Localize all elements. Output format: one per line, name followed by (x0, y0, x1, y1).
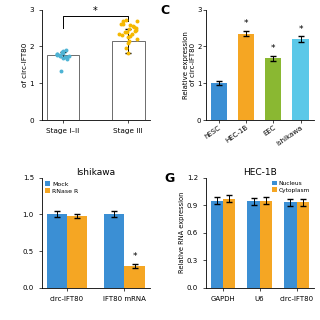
Bar (124, 266, 145, 288)
Y-axis label: Relative RNA expression: Relative RNA expression (180, 192, 185, 274)
Point (129, 31, 134, 36)
Point (120, 33, 125, 38)
Point (55, 52, 60, 57)
Point (132, 28, 138, 34)
Bar (46, 54, 79, 120)
Legend: Mock, RNase R: Mock, RNase R (45, 181, 79, 194)
Bar (265, 58, 281, 120)
Point (55, 51, 60, 56)
Point (60, 48, 65, 53)
Point (123, 46, 128, 51)
Point (60, 51, 65, 56)
Point (60, 49, 65, 54)
Text: *: * (298, 25, 303, 34)
Point (120, 21, 125, 26)
Y-axis label: of circ-IFT80: of circ-IFT80 (22, 43, 28, 87)
Point (57, 54, 62, 59)
Text: *: * (271, 44, 276, 53)
Title: HEC-1B: HEC-1B (243, 168, 276, 177)
Bar (67, 216, 87, 288)
Point (125, 29, 130, 34)
Bar (46, 214, 67, 288)
Bar (211, 201, 223, 288)
Point (134, 27, 139, 32)
Point (131, 24, 136, 29)
Text: *: * (93, 6, 98, 16)
Point (59, 68, 64, 74)
Point (64, 57, 69, 62)
Point (125, 35, 130, 40)
Point (134, 36, 139, 42)
Bar (292, 39, 309, 120)
Point (116, 31, 122, 36)
Text: *: * (132, 252, 137, 261)
Text: C: C (160, 4, 170, 17)
Bar (223, 199, 235, 288)
Bar (112, 41, 145, 120)
Text: *: * (244, 20, 248, 28)
Bar (297, 202, 309, 288)
Point (122, 30, 127, 35)
Bar (247, 202, 260, 288)
Y-axis label: Relative expression
of circ-IFT80: Relative expression of circ-IFT80 (183, 31, 196, 99)
Point (134, 18, 140, 23)
Point (63, 48, 68, 53)
Bar (260, 201, 272, 288)
Point (125, 51, 131, 56)
Bar (104, 214, 124, 288)
Point (126, 26, 131, 31)
Point (134, 26, 139, 31)
Point (61, 56, 66, 61)
Point (58, 53, 63, 58)
Legend: Nucleus, Cytoplasm: Nucleus, Cytoplasm (272, 180, 311, 193)
Bar (284, 202, 297, 288)
Point (67, 53, 72, 58)
Text: G: G (165, 172, 175, 185)
Point (125, 40, 130, 45)
Point (123, 17, 128, 22)
Point (55, 52, 60, 57)
Point (120, 19, 125, 24)
Point (127, 38, 132, 44)
Point (131, 25, 136, 30)
Point (128, 22, 133, 28)
Bar (211, 83, 227, 120)
Point (118, 22, 124, 27)
Title: Ishikawa: Ishikawa (76, 168, 115, 177)
Bar (238, 34, 254, 120)
Point (64, 54, 69, 59)
Point (127, 34, 132, 39)
Point (63, 55, 68, 60)
